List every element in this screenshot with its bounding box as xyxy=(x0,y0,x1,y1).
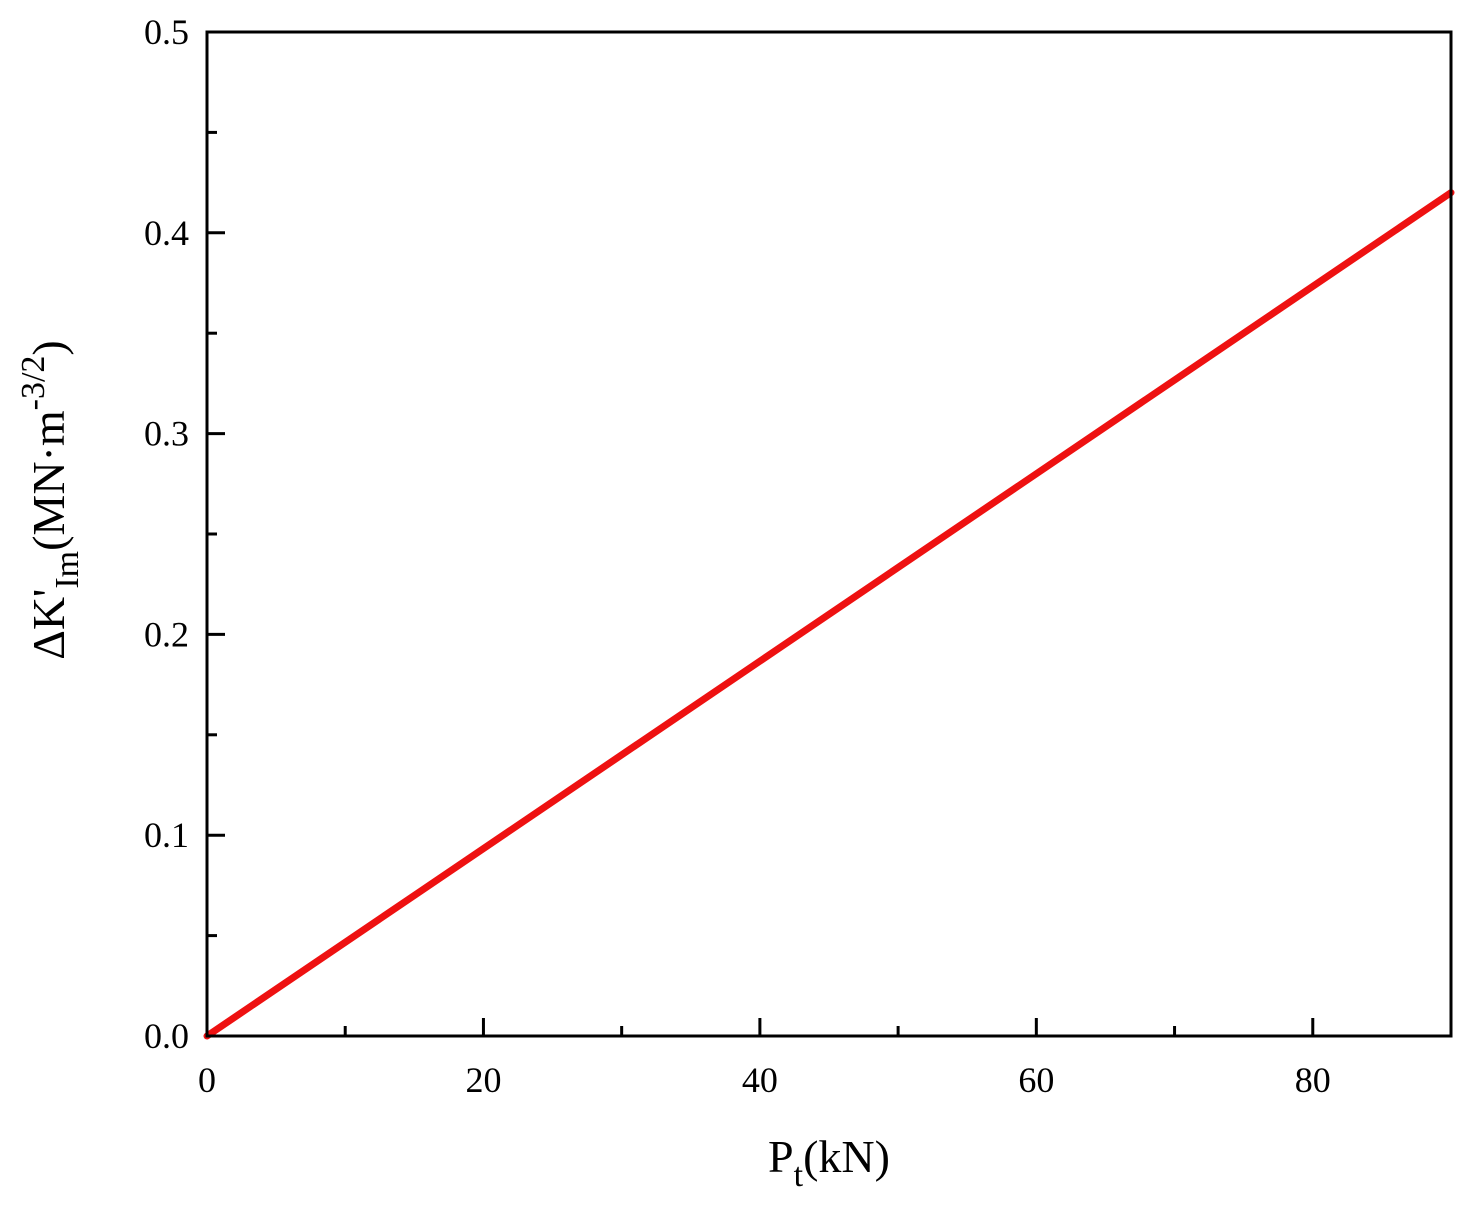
series-layer xyxy=(203,189,1455,1040)
y-tick-label: 0.3 xyxy=(144,414,189,454)
x-tick-label: 0 xyxy=(198,1060,216,1100)
y-axis-label-superscript: -3/2 xyxy=(15,356,52,411)
y-tick-label: 0.5 xyxy=(144,12,189,52)
x-axis-label-subscript: t xyxy=(794,1157,804,1194)
x-tick-label: 80 xyxy=(1295,1060,1331,1100)
series-line-0 xyxy=(203,189,1455,1040)
y-tick-label: 0.4 xyxy=(144,213,189,253)
y-axis-label-unit: (MN·m xyxy=(23,410,74,551)
y-tick-label: 0.0 xyxy=(144,1016,189,1056)
x-tick-label: 20 xyxy=(465,1060,501,1100)
y-axis-ticks: 0.0 0.1 0.2 0.3 0.4 0.5 xyxy=(144,12,225,1056)
x-axis-ticks: 0 20 40 60 80 xyxy=(198,1018,1331,1100)
x-axis-label: Pt(kN) xyxy=(768,1131,890,1194)
x-axis-label-unit: (kN) xyxy=(803,1131,890,1182)
x-tick-label: 60 xyxy=(1018,1060,1054,1100)
y-axis-label: ΔK'Im(MN·m-3/2) xyxy=(15,340,86,660)
x-axis-label-base: P xyxy=(768,1131,794,1182)
y-axis-label-suffix: ) xyxy=(23,340,74,355)
plot-area-frame xyxy=(205,30,1453,1038)
y-axis-label-prefix: ΔK' xyxy=(23,589,74,660)
y-tick-label: 0.2 xyxy=(144,614,189,654)
y-tick-label: 0.1 xyxy=(144,815,189,855)
x-tick-label: 40 xyxy=(742,1060,778,1100)
y-axis-label-subscript: Im xyxy=(49,551,86,589)
